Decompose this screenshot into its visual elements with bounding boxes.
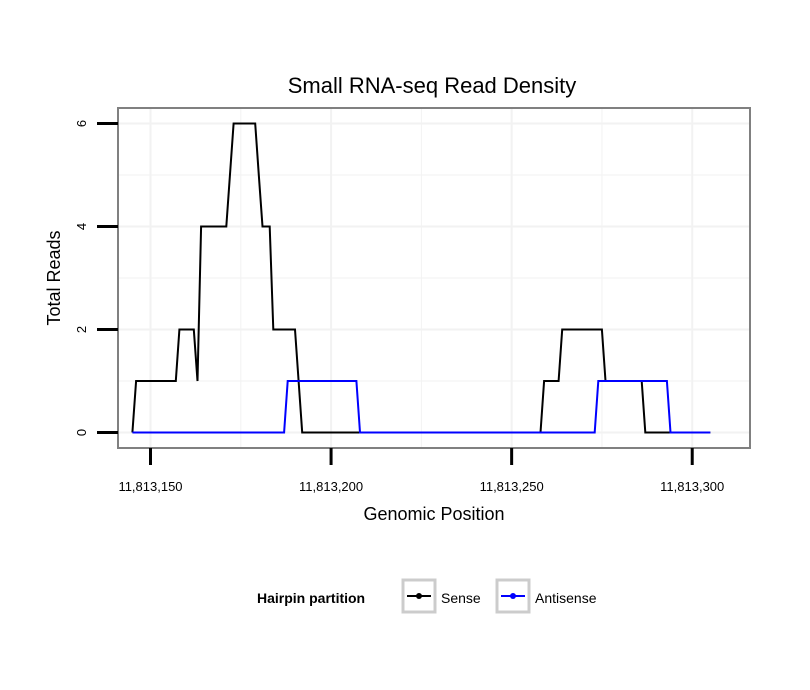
y-tick-label: 2 xyxy=(74,326,89,333)
x-tick-label: 11,813,150 xyxy=(118,479,182,494)
series-line-antisense xyxy=(132,380,711,434)
y-axis-title: Total Reads xyxy=(44,230,64,325)
legend-title: Hairpin partition xyxy=(257,590,365,606)
x-axis-title: Genomic Position xyxy=(363,504,504,524)
legend-key-point xyxy=(510,593,516,599)
y-tick-label: 6 xyxy=(74,120,89,127)
series-layer xyxy=(131,122,711,434)
series-line-sense xyxy=(131,122,711,434)
y-tick-label: 4 xyxy=(74,223,89,230)
legend-label-antisense: Antisense xyxy=(535,590,597,606)
legend: Hairpin partition Sense Antisense xyxy=(257,578,597,614)
plot-border xyxy=(117,107,751,449)
x-tick-label: 11,813,250 xyxy=(480,479,544,494)
axes: 11,813,150 11,813,200 11,813,250 11,813,300… xyxy=(74,120,724,494)
legend-label-sense: Sense xyxy=(441,590,481,606)
legend-key-point xyxy=(416,593,422,599)
chart-title: Small RNA-seq Read Density xyxy=(288,73,577,98)
x-tick-label: 11,813,300 xyxy=(660,479,724,494)
y-tick-label: 0 xyxy=(74,429,89,436)
x-tick-label: 11,813,200 xyxy=(299,479,363,494)
